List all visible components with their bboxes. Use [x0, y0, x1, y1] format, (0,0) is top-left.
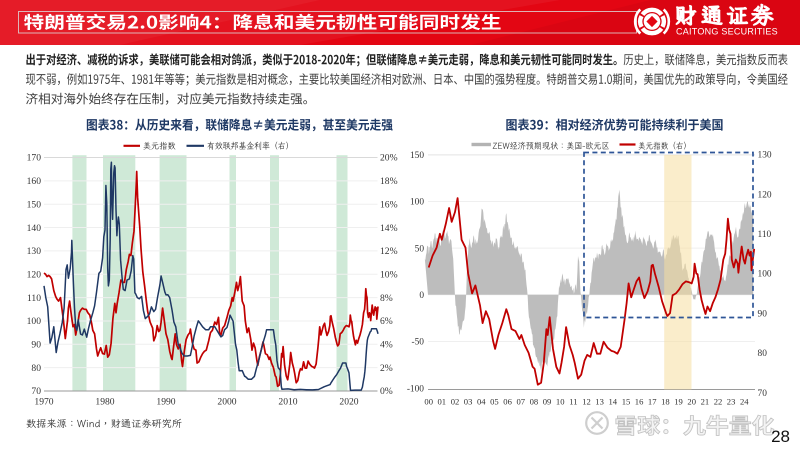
svg-text:0: 0 — [419, 291, 424, 301]
svg-text:6%: 6% — [380, 316, 393, 327]
svg-text:2020: 2020 — [339, 397, 358, 408]
svg-text:06: 06 — [503, 397, 512, 407]
svg-text:16: 16 — [635, 397, 644, 407]
svg-text:8%: 8% — [380, 293, 393, 304]
svg-text:70: 70 — [758, 389, 768, 399]
svg-text:03: 03 — [464, 397, 473, 407]
svg-text:4%: 4% — [380, 340, 393, 351]
svg-text:10%: 10% — [380, 269, 398, 280]
svg-text:18%: 18% — [380, 176, 398, 187]
svg-text:05: 05 — [490, 397, 499, 407]
svg-text:15: 15 — [622, 397, 631, 407]
svg-text:16%: 16% — [380, 199, 398, 210]
svg-text:100: 100 — [27, 316, 42, 327]
svg-text:90: 90 — [758, 309, 768, 319]
svg-text:23: 23 — [727, 397, 736, 407]
svg-text:04: 04 — [477, 397, 486, 407]
svg-text:70: 70 — [31, 386, 41, 397]
svg-text:18: 18 — [661, 397, 670, 407]
svg-text:80: 80 — [758, 349, 768, 359]
svg-text:07: 07 — [517, 397, 526, 407]
svg-text:90: 90 — [31, 340, 41, 351]
svg-text:01: 01 — [438, 397, 447, 407]
svg-text:2000: 2000 — [217, 397, 236, 408]
svg-text:130: 130 — [758, 151, 772, 161]
svg-text:150: 150 — [27, 199, 42, 210]
svg-text:13: 13 — [595, 397, 604, 407]
svg-text:20%: 20% — [380, 153, 398, 164]
svg-text:1970: 1970 — [34, 397, 53, 408]
svg-text:09: 09 — [543, 397, 552, 407]
svg-text:24: 24 — [740, 397, 749, 407]
svg-text:22: 22 — [714, 397, 723, 407]
svg-text:14: 14 — [609, 397, 618, 407]
svg-text:-50: -50 — [412, 338, 425, 348]
svg-text:120: 120 — [27, 269, 42, 280]
svg-text:0%: 0% — [380, 386, 393, 397]
svg-text:10: 10 — [556, 397, 565, 407]
svg-text:CAITONG SECURITIES: CAITONG SECURITIES — [676, 26, 778, 36]
svg-text:130: 130 — [27, 246, 42, 257]
svg-text:28: 28 — [771, 427, 790, 446]
svg-text:1990: 1990 — [156, 397, 175, 408]
svg-text:17: 17 — [648, 397, 657, 407]
svg-text:00: 00 — [424, 397, 433, 407]
svg-text:12: 12 — [582, 397, 591, 407]
svg-text:80: 80 — [31, 363, 41, 374]
svg-text:140: 140 — [27, 223, 42, 234]
svg-text:14%: 14% — [380, 223, 398, 234]
svg-text:110: 110 — [27, 293, 41, 304]
svg-text:2010: 2010 — [278, 397, 297, 408]
svg-text:100: 100 — [410, 198, 424, 208]
svg-text:110: 110 — [758, 230, 772, 240]
svg-text:50: 50 — [415, 244, 425, 254]
svg-text:150: 150 — [410, 151, 424, 161]
svg-text:120: 120 — [758, 190, 772, 200]
svg-text:11: 11 — [569, 397, 577, 407]
svg-text:1980: 1980 — [95, 397, 114, 408]
svg-text:-100: -100 — [407, 384, 424, 394]
svg-text:2%: 2% — [380, 363, 393, 374]
svg-text:08: 08 — [530, 397, 539, 407]
svg-text:100: 100 — [758, 270, 772, 280]
svg-text:21: 21 — [701, 397, 710, 407]
svg-text:12%: 12% — [380, 246, 398, 257]
svg-text:20: 20 — [687, 397, 696, 407]
svg-text:02: 02 — [451, 397, 460, 407]
svg-text:160: 160 — [27, 176, 42, 187]
svg-text:170: 170 — [27, 153, 42, 164]
svg-text:19: 19 — [674, 397, 683, 407]
